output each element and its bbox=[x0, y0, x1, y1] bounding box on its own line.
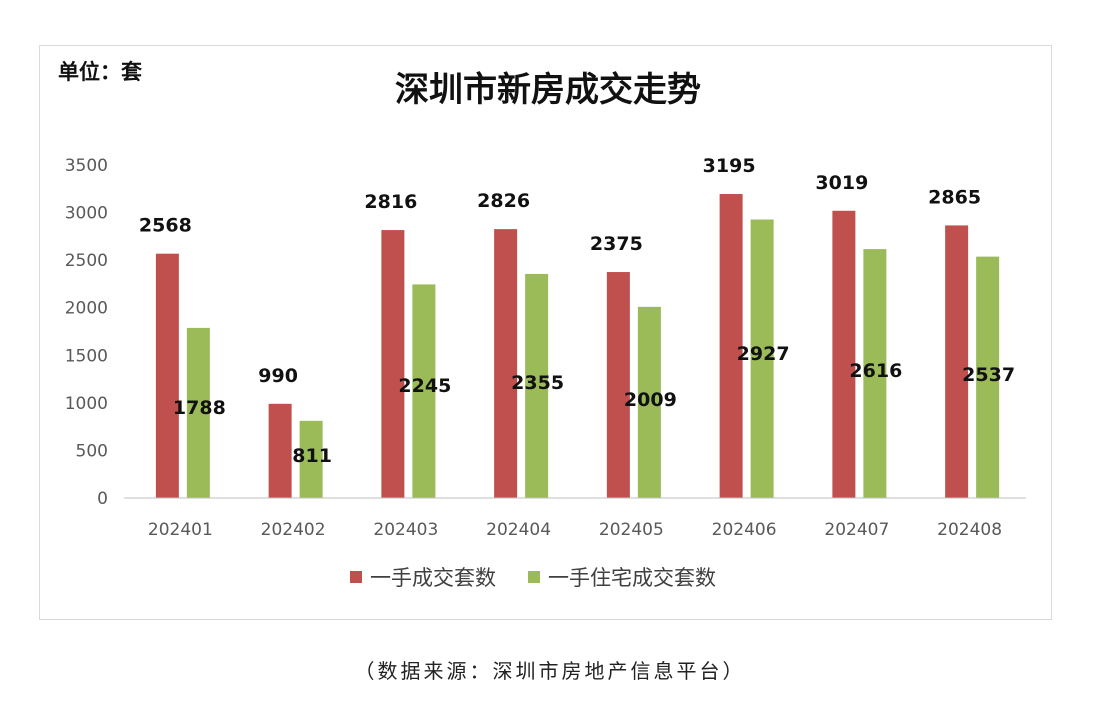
data-label-first-hand-residential: 2245 bbox=[398, 375, 451, 397]
chart-frame: 单位：套 深圳市新房成交走势 0 500 1000 1500 2000 2500 3000 3… bbox=[39, 45, 1052, 620]
x-tick-label: 202408 bbox=[937, 520, 1002, 540]
x-tick-label: 202406 bbox=[712, 520, 777, 540]
data-label-first-hand-residential: 2616 bbox=[849, 360, 902, 382]
x-tick-label: 202402 bbox=[261, 520, 326, 540]
data-label-first-hand: 2375 bbox=[590, 233, 643, 255]
data-label-first-hand: 2826 bbox=[477, 190, 530, 212]
source-caption: （数据来源：深圳市房地产信息平台） bbox=[354, 659, 746, 683]
x-tick-label: 202404 bbox=[486, 520, 551, 540]
y-tick-label: 1000 bbox=[65, 394, 108, 414]
y-tick-label: 1500 bbox=[65, 346, 108, 366]
data-label-first-hand: 3195 bbox=[703, 155, 756, 177]
legend-swatch bbox=[350, 571, 362, 583]
legend-swatch bbox=[528, 571, 540, 583]
data-label-first-hand: 990 bbox=[258, 365, 298, 387]
x-tick-label: 202407 bbox=[824, 520, 889, 540]
bar-first-hand bbox=[606, 272, 630, 498]
bar-first-hand-residential bbox=[525, 273, 549, 498]
bar-first-hand bbox=[719, 194, 743, 499]
bar-chart: 单位：套 深圳市新房成交走势 0 500 1000 1500 2000 2500 3000 3… bbox=[58, 60, 1026, 590]
y-tick-label: 0 bbox=[97, 489, 108, 509]
y-tick-label: 3000 bbox=[65, 204, 108, 224]
x-tick-label: 202401 bbox=[148, 520, 213, 540]
bar-first-hand-residential bbox=[637, 306, 661, 498]
bar-first-hand bbox=[945, 225, 969, 498]
bar-first-hand-residential bbox=[863, 249, 887, 498]
y-tick-label: 500 bbox=[76, 441, 108, 461]
bar-first-hand-residential bbox=[976, 256, 1000, 498]
x-tick-label: 202405 bbox=[599, 520, 664, 540]
legend-label: 一手成交套数 bbox=[370, 566, 496, 590]
bar-first-hand-residential bbox=[186, 327, 210, 498]
data-label-first-hand: 3019 bbox=[815, 172, 868, 194]
y-axis: 0 500 1000 1500 2000 2500 3000 3500 bbox=[65, 156, 108, 509]
data-label-first-hand-residential: 2927 bbox=[737, 343, 790, 365]
x-axis: 202401 202402 202403 202404 202405 202406 2024… bbox=[124, 497, 1026, 540]
bar-first-hand-residential bbox=[412, 284, 436, 498]
data-label-first-hand: 2568 bbox=[139, 215, 192, 237]
unit-label: 单位：套 bbox=[58, 60, 142, 84]
data-label-first-hand-residential: 2537 bbox=[962, 364, 1015, 386]
chart-title: 深圳市新房成交走势 bbox=[395, 70, 701, 110]
bar-first-hand bbox=[155, 253, 179, 498]
data-label-first-hand: 2865 bbox=[928, 186, 981, 208]
data-label-first-hand-residential: 811 bbox=[292, 445, 332, 467]
data-label-first-hand-residential: 2009 bbox=[624, 389, 677, 411]
legend: 一手成交套数 一手住宅成交套数 bbox=[350, 566, 716, 590]
bar-first-hand-residential bbox=[750, 219, 774, 499]
bar-first-hand bbox=[494, 229, 518, 498]
bars bbox=[155, 194, 1000, 499]
bar-first-hand-residential bbox=[299, 420, 323, 498]
y-tick-label: 2500 bbox=[65, 251, 108, 271]
data-label-first-hand-residential: 2355 bbox=[511, 372, 564, 394]
y-tick-label: 3500 bbox=[65, 156, 108, 176]
data-labels: 2568 1788 990 811 2816 2245 2826 2355 2375 2009 31… bbox=[139, 155, 1015, 467]
data-label-first-hand: 2816 bbox=[364, 191, 417, 213]
data-label-first-hand-residential: 1788 bbox=[173, 397, 226, 419]
legend-label: 一手住宅成交套数 bbox=[548, 566, 716, 590]
y-tick-label: 2000 bbox=[65, 299, 108, 319]
bar-first-hand bbox=[268, 403, 292, 498]
bar-first-hand bbox=[381, 230, 405, 499]
bar-first-hand bbox=[832, 210, 856, 498]
x-tick-label: 202403 bbox=[373, 520, 438, 540]
